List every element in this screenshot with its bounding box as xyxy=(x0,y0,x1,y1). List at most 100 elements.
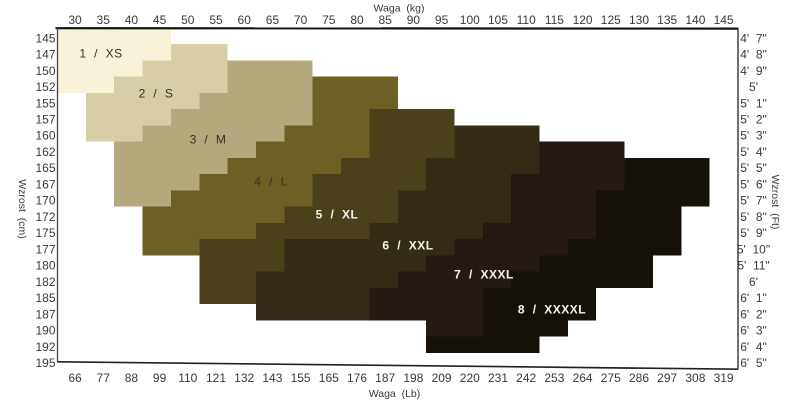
svg-text:185: 185 xyxy=(35,291,55,305)
svg-text:5 / XL: 5 / XL xyxy=(316,207,359,221)
svg-text:95: 95 xyxy=(435,13,449,27)
svg-text:45: 45 xyxy=(153,13,167,27)
svg-text:308: 308 xyxy=(685,371,705,385)
svg-text:286: 286 xyxy=(629,371,649,385)
svg-text:75: 75 xyxy=(322,13,336,27)
svg-text:253: 253 xyxy=(544,371,564,385)
svg-text:121: 121 xyxy=(206,371,226,385)
svg-text:145: 145 xyxy=(714,13,734,27)
svg-text:60: 60 xyxy=(238,13,252,27)
svg-text:115: 115 xyxy=(545,13,564,27)
svg-text:6' 1": 6' 1" xyxy=(740,291,767,305)
svg-text:5' 9": 5' 9" xyxy=(740,226,767,240)
svg-text:6 / XXL: 6 / XXL xyxy=(382,238,433,252)
svg-text:110: 110 xyxy=(517,13,536,27)
svg-text:Wzrost (Ft): Wzrost (Ft) xyxy=(769,175,781,230)
svg-text:90: 90 xyxy=(407,13,421,27)
svg-text:145: 145 xyxy=(35,31,55,45)
svg-text:110: 110 xyxy=(178,371,197,385)
svg-text:Waga (Lb): Waga (Lb) xyxy=(369,388,421,400)
svg-text:167: 167 xyxy=(35,178,55,192)
svg-text:150: 150 xyxy=(35,64,55,78)
svg-text:4' 8": 4' 8" xyxy=(740,48,767,62)
svg-text:1 / XS: 1 / XS xyxy=(79,46,122,60)
svg-text:165: 165 xyxy=(35,161,55,175)
svg-text:6' 5": 6' 5" xyxy=(740,356,767,370)
svg-text:77: 77 xyxy=(97,371,111,385)
svg-text:88: 88 xyxy=(125,371,139,385)
svg-text:5' 11": 5' 11" xyxy=(737,259,769,273)
svg-text:177: 177 xyxy=(35,242,55,256)
svg-text:231: 231 xyxy=(488,371,508,385)
svg-text:6' 2": 6' 2" xyxy=(740,307,767,321)
svg-text:140: 140 xyxy=(685,13,705,27)
svg-text:5' 4": 5' 4" xyxy=(740,145,767,159)
svg-text:6' 3": 6' 3" xyxy=(740,324,767,338)
svg-text:5' 7": 5' 7" xyxy=(740,194,767,208)
svg-text:5' 3": 5' 3" xyxy=(740,129,767,143)
svg-text:120: 120 xyxy=(573,13,593,27)
svg-text:180: 180 xyxy=(35,259,55,273)
svg-text:55: 55 xyxy=(209,13,223,27)
svg-text:40: 40 xyxy=(125,13,139,27)
svg-text:50: 50 xyxy=(181,13,195,27)
svg-text:130: 130 xyxy=(629,13,649,27)
svg-text:80: 80 xyxy=(350,13,364,27)
svg-text:220: 220 xyxy=(460,371,480,385)
svg-text:319: 319 xyxy=(714,371,734,385)
svg-text:30: 30 xyxy=(68,13,82,27)
svg-text:242: 242 xyxy=(516,371,536,385)
svg-text:8 / XXXXL: 8 / XXXXL xyxy=(518,302,586,316)
svg-text:105: 105 xyxy=(488,13,508,27)
svg-text:182: 182 xyxy=(35,275,55,289)
svg-text:297: 297 xyxy=(657,371,677,385)
svg-text:5' 8": 5' 8" xyxy=(740,210,767,224)
svg-text:4' 7": 4' 7" xyxy=(740,31,767,45)
svg-text:5' 5": 5' 5" xyxy=(740,161,767,175)
svg-text:155: 155 xyxy=(291,371,311,385)
svg-text:198: 198 xyxy=(403,371,423,385)
svg-text:209: 209 xyxy=(432,371,452,385)
svg-text:4' 9": 4' 9" xyxy=(740,64,767,78)
svg-text:190: 190 xyxy=(35,324,55,338)
svg-text:275: 275 xyxy=(601,371,621,385)
svg-text:125: 125 xyxy=(601,13,621,27)
svg-text:66: 66 xyxy=(68,371,82,385)
svg-text:5' 10": 5' 10" xyxy=(737,242,770,256)
svg-text:65: 65 xyxy=(266,13,280,27)
svg-text:170: 170 xyxy=(35,194,55,208)
svg-text:132: 132 xyxy=(234,371,254,385)
svg-text:172: 172 xyxy=(35,210,55,224)
svg-text:155: 155 xyxy=(35,96,55,110)
svg-text:143: 143 xyxy=(262,371,282,385)
svg-text:152: 152 xyxy=(35,80,55,94)
svg-text:157: 157 xyxy=(35,113,55,127)
svg-text:192: 192 xyxy=(35,340,55,354)
svg-text:5' 6": 5' 6" xyxy=(740,178,767,192)
svg-text:160: 160 xyxy=(35,129,55,143)
svg-text:176: 176 xyxy=(347,371,367,385)
svg-text:85: 85 xyxy=(379,13,393,27)
svg-text:162: 162 xyxy=(35,145,55,159)
svg-text:187: 187 xyxy=(375,371,395,385)
svg-text:5' 2": 5' 2" xyxy=(740,113,767,127)
svg-text:Waga (kg): Waga (kg) xyxy=(374,3,425,15)
svg-text:135: 135 xyxy=(657,13,677,27)
svg-text:6' 4": 6' 4" xyxy=(740,340,767,354)
svg-text:5': 5' xyxy=(749,80,758,94)
svg-text:5' 1": 5' 1" xyxy=(740,96,767,110)
svg-text:195: 195 xyxy=(35,356,55,370)
svg-text:35: 35 xyxy=(97,13,111,27)
svg-text:175: 175 xyxy=(35,226,55,240)
svg-text:100: 100 xyxy=(460,13,480,27)
svg-text:99: 99 xyxy=(153,371,167,385)
svg-text:147: 147 xyxy=(35,48,55,62)
svg-text:3 / M: 3 / M xyxy=(190,132,227,146)
svg-text:7 / XXXL: 7 / XXXL xyxy=(454,267,514,281)
svg-text:187: 187 xyxy=(35,307,55,321)
svg-text:6': 6' xyxy=(749,275,758,289)
svg-text:70: 70 xyxy=(294,13,308,27)
svg-text:264: 264 xyxy=(573,371,593,385)
svg-text:Wzrost (cm): Wzrost (cm) xyxy=(16,179,28,239)
svg-text:2 / S: 2 / S xyxy=(139,86,174,100)
